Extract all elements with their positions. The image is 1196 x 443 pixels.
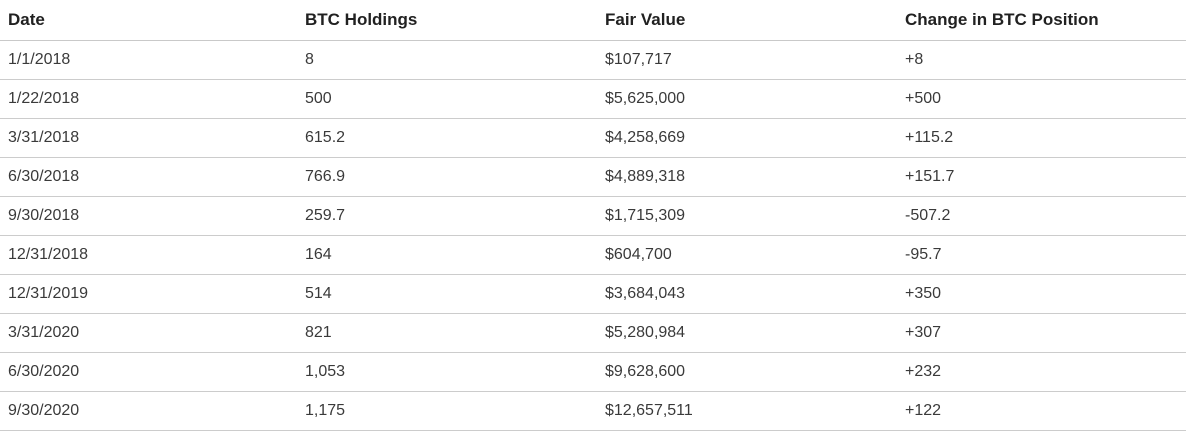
btc-holdings-table: Date BTC Holdings Fair Value Change in B… [0, 0, 1186, 431]
table-cell: +151.7 [897, 157, 1186, 197]
table-header-row: Date BTC Holdings Fair Value Change in B… [0, 0, 1186, 41]
column-header-fair-value: Fair Value [597, 0, 897, 41]
table-row: 9/30/2020 1,175 $12,657,511 +122 [0, 391, 1186, 431]
table-cell: 9/30/2018 [0, 196, 297, 236]
table-cell: +122 [897, 391, 1186, 431]
column-header-date: Date [0, 0, 297, 41]
table-cell: 500 [297, 79, 597, 119]
table-cell: 12/31/2018 [0, 235, 297, 275]
table-cell: -507.2 [897, 196, 1186, 236]
table-cell: +500 [897, 79, 1186, 119]
table-cell: 1/22/2018 [0, 79, 297, 119]
table-cell: $5,280,984 [597, 313, 897, 353]
table-row: 3/31/2018 615.2 $4,258,669 +115.2 [0, 118, 1186, 158]
table-cell: -95.7 [897, 235, 1186, 275]
table-cell: 164 [297, 235, 597, 275]
table-cell: 9/30/2020 [0, 391, 297, 431]
table-row: 1/1/2018 8 $107,717 +8 [0, 40, 1186, 80]
table-cell: 12/31/2019 [0, 274, 297, 314]
btc-holdings-table-container: Date BTC Holdings Fair Value Change in B… [0, 0, 1186, 431]
table-cell: $604,700 [597, 235, 897, 275]
table-cell: 514 [297, 274, 597, 314]
table-cell: 821 [297, 313, 597, 353]
column-header-change-in-btc-position: Change in BTC Position [897, 0, 1186, 41]
table-cell: +8 [897, 40, 1186, 80]
table-cell: 259.7 [297, 196, 597, 236]
table-body: 1/1/2018 8 $107,717 +8 1/22/2018 500 $5,625,00… [0, 40, 1186, 431]
table-row: 9/30/2018 259.7 $1,715,309 -507.2 [0, 196, 1186, 236]
table-cell: 1,053 [297, 352, 597, 392]
table-cell: +115.2 [897, 118, 1186, 158]
table-cell: $5,625,000 [597, 79, 897, 119]
table-cell: 3/31/2020 [0, 313, 297, 353]
table-cell: 766.9 [297, 157, 597, 197]
table-cell: $9,628,600 [597, 352, 897, 392]
table-cell: 6/30/2020 [0, 352, 297, 392]
column-header-btc-holdings: BTC Holdings [297, 0, 597, 41]
table-cell: $107,717 [597, 40, 897, 80]
table-cell: $4,889,318 [597, 157, 897, 197]
table-row: 12/31/2019 514 $3,684,043 +350 [0, 274, 1186, 314]
table-cell: 6/30/2018 [0, 157, 297, 197]
table-cell: +232 [897, 352, 1186, 392]
table-row: 6/30/2018 766.9 $4,889,318 +151.7 [0, 157, 1186, 197]
table-cell: $1,715,309 [597, 196, 897, 236]
table-cell: 3/31/2018 [0, 118, 297, 158]
table-header: Date BTC Holdings Fair Value Change in B… [0, 0, 1186, 41]
table-row: 1/22/2018 500 $5,625,000 +500 [0, 79, 1186, 119]
table-row: 3/31/2020 821 $5,280,984 +307 [0, 313, 1186, 353]
table-cell: 8 [297, 40, 597, 80]
table-row: 6/30/2020 1,053 $9,628,600 +232 [0, 352, 1186, 392]
table-cell: $12,657,511 [597, 391, 897, 431]
table-row: 12/31/2018 164 $604,700 -95.7 [0, 235, 1186, 275]
table-cell: 1,175 [297, 391, 597, 431]
table-cell: 1/1/2018 [0, 40, 297, 80]
table-cell: $4,258,669 [597, 118, 897, 158]
table-cell: +350 [897, 274, 1186, 314]
table-cell: 615.2 [297, 118, 597, 158]
table-cell: +307 [897, 313, 1186, 353]
table-cell: $3,684,043 [597, 274, 897, 314]
